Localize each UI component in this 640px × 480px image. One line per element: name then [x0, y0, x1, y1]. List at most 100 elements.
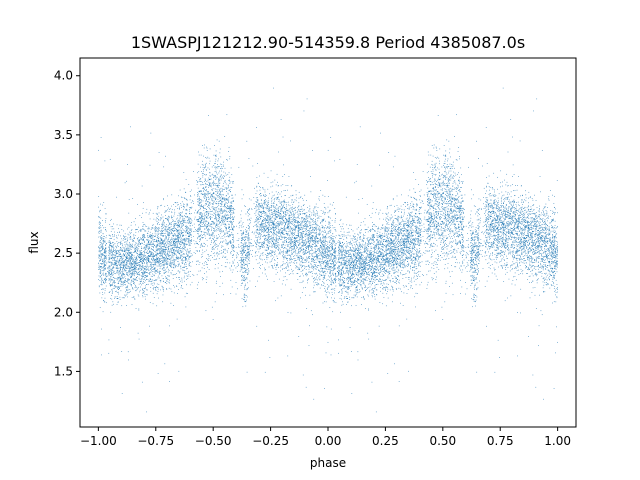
scatter-point — [105, 276, 107, 278]
scatter-point — [163, 290, 164, 292]
scatter-point — [197, 211, 198, 212]
scatter-point — [374, 259, 376, 261]
scatter-point — [312, 219, 313, 221]
scatter-point — [417, 241, 419, 242]
scatter-point — [511, 236, 512, 238]
scatter-point — [262, 226, 264, 228]
scatter-point — [388, 277, 390, 279]
scatter-point — [414, 248, 415, 250]
scatter-point — [395, 248, 397, 250]
scatter-point — [110, 273, 111, 275]
scatter-point — [144, 271, 145, 273]
scatter-point — [317, 241, 319, 242]
scatter-point — [460, 220, 461, 222]
scatter-point — [109, 251, 110, 253]
scatter-point — [368, 291, 370, 293]
scatter-point — [275, 206, 276, 208]
scatter-point — [433, 212, 435, 214]
scatter-point — [444, 246, 446, 248]
scatter-point — [267, 254, 269, 256]
scatter-point — [324, 286, 326, 288]
scatter-point — [276, 236, 277, 238]
scatter-point — [177, 204, 179, 206]
scatter-point — [184, 267, 185, 269]
scatter-point — [470, 262, 471, 263]
scatter-point — [377, 256, 378, 258]
scatter-point — [523, 248, 525, 249]
scatter-point — [429, 270, 431, 272]
scatter-point — [280, 227, 282, 229]
scatter-point — [215, 217, 217, 219]
scatter-point — [446, 238, 447, 240]
scatter-point — [148, 260, 150, 262]
scatter-point — [174, 262, 175, 264]
scatter-point — [308, 345, 310, 347]
scatter-point — [380, 264, 382, 266]
scatter-point — [508, 225, 510, 226]
scatter-point — [494, 239, 495, 241]
scatter-point — [305, 232, 307, 234]
scatter-point — [326, 266, 327, 268]
scatter-point — [241, 298, 243, 300]
scatter-point — [113, 282, 115, 284]
scatter-point — [143, 202, 144, 204]
scatter-point — [133, 259, 134, 261]
scatter-point — [277, 231, 279, 233]
scatter-point — [428, 179, 430, 181]
scatter-point — [348, 249, 350, 251]
scatter-point — [233, 226, 235, 228]
scatter-point — [331, 244, 333, 246]
scatter-point — [220, 276, 221, 277]
scatter-point — [146, 289, 147, 291]
scatter-point — [215, 197, 217, 199]
scatter-point — [232, 211, 234, 213]
scatter-point — [416, 203, 417, 205]
scatter-point — [522, 215, 523, 217]
scatter-point — [233, 246, 235, 248]
scatter-point — [356, 274, 358, 276]
scatter-point — [341, 269, 343, 271]
scatter-point — [242, 259, 243, 261]
scatter-point — [474, 250, 476, 251]
scatter-point — [299, 242, 301, 244]
scatter-point — [388, 249, 390, 251]
scatter-point — [411, 281, 413, 283]
scatter-point — [487, 199, 489, 201]
scatter-point — [535, 269, 537, 270]
scatter-point — [393, 244, 394, 246]
scatter-point — [552, 234, 553, 235]
scatter-point — [322, 271, 324, 273]
scatter-point — [445, 176, 446, 178]
scatter-point — [433, 219, 435, 220]
scatter-point — [292, 270, 294, 271]
scatter-point — [127, 250, 129, 251]
scatter-point — [401, 291, 402, 293]
scatter-point — [451, 265, 452, 266]
scatter-point — [411, 242, 413, 244]
scatter-point — [386, 228, 388, 230]
scatter-point — [258, 203, 260, 205]
scatter-point — [212, 238, 213, 239]
scatter-point — [509, 203, 511, 204]
scatter-point — [444, 202, 446, 204]
scatter-point — [547, 242, 548, 244]
scatter-point — [159, 253, 161, 254]
scatter-point — [102, 259, 104, 261]
scatter-point — [109, 246, 110, 248]
scatter-point — [354, 291, 356, 293]
scatter-point — [502, 213, 503, 215]
scatter-point — [289, 221, 291, 222]
scatter-point — [133, 278, 135, 280]
scatter-point — [446, 215, 448, 216]
scatter-point — [277, 241, 278, 243]
scatter-point — [118, 283, 120, 284]
scatter-point — [375, 230, 376, 232]
scatter-point — [232, 244, 234, 246]
scatter-point — [416, 228, 417, 230]
scatter-point — [380, 240, 382, 242]
scatter-point — [300, 223, 302, 224]
scatter-point — [245, 250, 246, 252]
scatter-point — [307, 279, 309, 280]
scatter-point — [116, 246, 118, 248]
scatter-point — [401, 249, 402, 251]
